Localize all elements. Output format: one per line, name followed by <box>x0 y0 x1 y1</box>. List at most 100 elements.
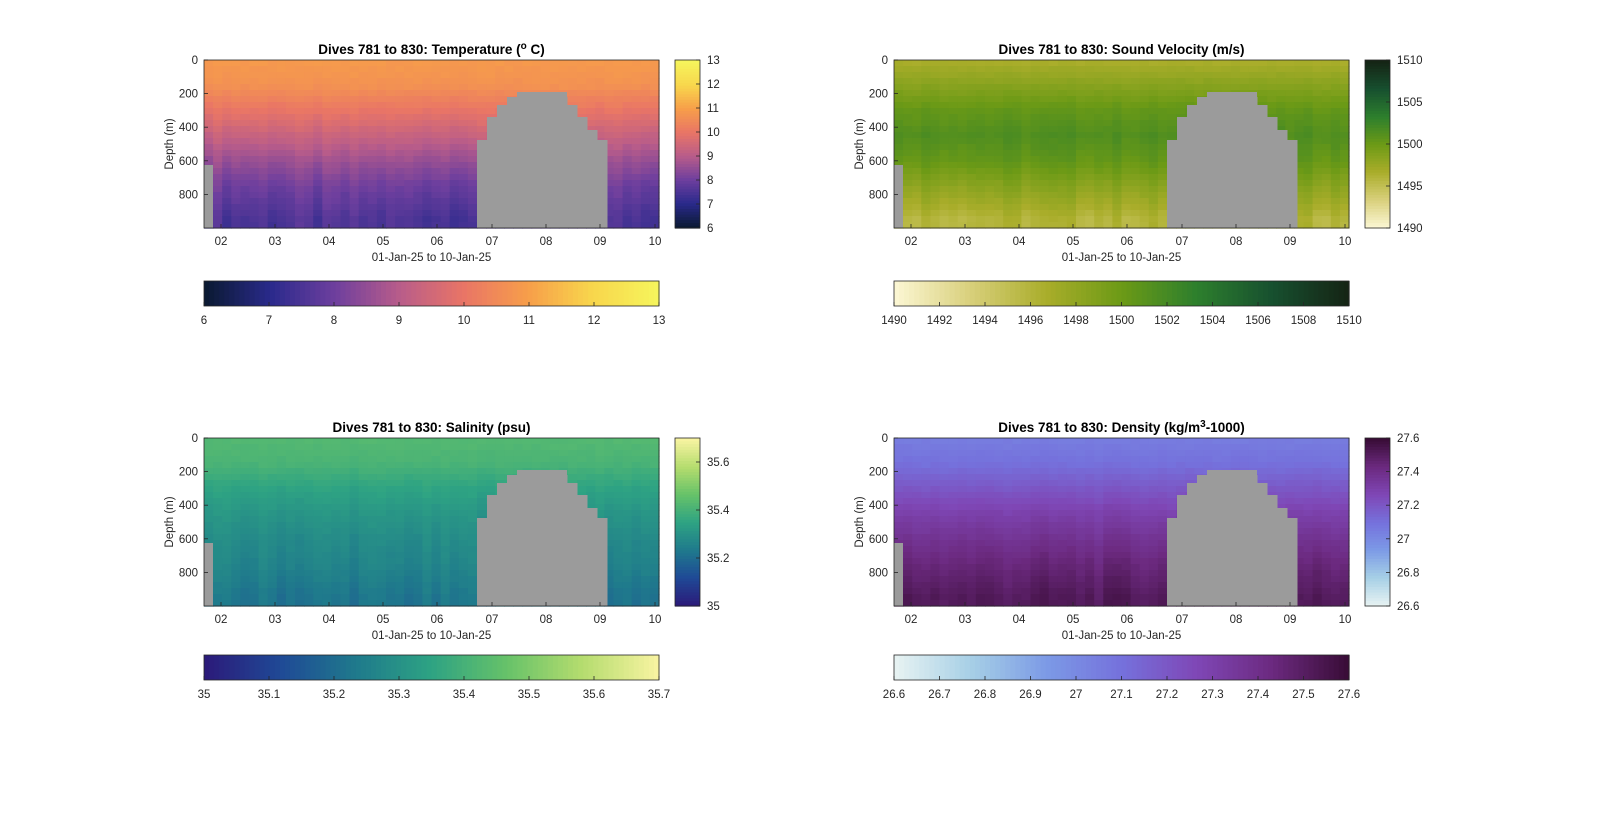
heatmap-cell <box>331 204 341 211</box>
heatmap-cell <box>623 474 633 481</box>
heatmap-cell <box>614 558 624 565</box>
heatmap-cell <box>422 132 432 139</box>
heatmap-cell <box>277 168 287 175</box>
heatmap-cell <box>331 174 341 181</box>
heatmap-cell <box>322 540 332 547</box>
heatmap-cell <box>641 588 651 595</box>
heatmap-cell <box>277 504 287 511</box>
heatmap-cell <box>441 504 451 511</box>
heatmap-cell <box>341 90 351 97</box>
heatmap-cell <box>903 126 913 133</box>
heatmap-cell <box>1313 132 1323 139</box>
heatmap-cell <box>614 522 624 529</box>
heatmap-cell <box>632 558 642 565</box>
heatmap-cell <box>967 120 977 127</box>
heatmap-cell <box>477 456 487 463</box>
heatmap-cell <box>341 96 351 103</box>
heatmap-cell <box>632 132 642 139</box>
heatmap-cell <box>940 192 950 199</box>
heatmap-cell <box>1304 114 1314 121</box>
colorbar-swatch <box>487 655 493 680</box>
heatmap-cell <box>495 468 505 475</box>
heatmap-cell <box>268 492 278 499</box>
heatmap-cell <box>1176 102 1186 109</box>
heatmap-cell <box>614 444 624 451</box>
heatmap-cell <box>313 66 323 73</box>
heatmap-cell <box>432 174 442 181</box>
colorbar-swatch <box>1046 281 1052 306</box>
heatmap-cell <box>368 126 378 133</box>
heatmap-cell <box>368 108 378 115</box>
heatmap-cell <box>1058 108 1068 115</box>
panel-salinity: Dives 781 to 830: Salinity (psu)02004006… <box>164 420 730 701</box>
heatmap-cell <box>1140 66 1150 73</box>
heatmap-cell <box>422 528 432 535</box>
heatmap-cell <box>468 162 478 169</box>
heatmap-cell <box>359 90 369 97</box>
heatmap-cell <box>404 138 414 145</box>
heatmap-cell <box>368 438 378 445</box>
heatmap-cell <box>1304 186 1314 193</box>
heatmap-cell <box>350 162 360 169</box>
heatmap-cell <box>432 570 442 577</box>
nodata-block <box>1187 105 1198 228</box>
heatmap-cell <box>1149 210 1159 217</box>
heatmap-cell <box>441 450 451 457</box>
heatmap-cell <box>286 438 296 445</box>
heatmap-cell <box>985 114 995 121</box>
heatmap-cell <box>623 558 633 565</box>
heatmap-cell <box>331 510 341 517</box>
heatmap-cell <box>1049 162 1059 169</box>
heatmap-cell <box>404 114 414 121</box>
heatmap-cell <box>1040 198 1050 205</box>
heatmap-cell <box>350 84 360 91</box>
heatmap-cell <box>250 168 260 175</box>
heatmap-cell <box>359 66 369 73</box>
heatmap-cell <box>632 576 642 583</box>
heatmap-cell <box>1049 72 1059 79</box>
heatmap-cell <box>550 60 560 67</box>
heatmap-cell <box>595 474 605 481</box>
heatmap-cell <box>295 60 305 67</box>
heatmap-cell <box>240 204 250 211</box>
heatmap-cell <box>432 156 442 163</box>
heatmap-cell <box>912 210 922 217</box>
heatmap-cell <box>404 558 414 565</box>
heatmap-cell <box>295 588 305 595</box>
heatmap-cell <box>277 84 287 91</box>
heatmap-cell <box>495 462 505 469</box>
heatmap-cell <box>1322 132 1332 139</box>
heatmap-cell <box>386 462 396 469</box>
colorbar-swatch <box>386 655 392 680</box>
colorbar-swatch <box>366 655 372 680</box>
heatmap-cell <box>432 84 442 91</box>
heatmap-cell <box>359 588 369 595</box>
colorbar-tick-label: 1500 <box>1109 315 1135 327</box>
heatmap-cell <box>650 588 660 595</box>
heatmap-cell <box>359 546 369 553</box>
heatmap-cell <box>259 66 269 73</box>
heatmap-cell <box>313 528 323 535</box>
heatmap-cell <box>912 504 922 511</box>
heatmap-cell <box>623 60 633 67</box>
heatmap-cell <box>395 522 405 529</box>
heatmap-cell <box>1031 78 1041 85</box>
heatmap-cell <box>386 72 396 79</box>
heatmap-cell <box>331 468 341 475</box>
heatmap-cell <box>1003 60 1013 67</box>
heatmap-cell <box>441 540 451 547</box>
heatmap-cell <box>985 78 995 85</box>
colorbar-swatch <box>990 281 996 306</box>
heatmap-cell <box>277 558 287 565</box>
heatmap-cell <box>277 450 287 457</box>
heatmap-cell <box>1322 198 1332 205</box>
heatmap-cell <box>1322 186 1332 193</box>
heatmap-cell <box>1094 84 1104 91</box>
colorbar-swatch <box>346 655 352 680</box>
colorbar-tick-label: 35.4 <box>707 505 730 517</box>
heatmap-cell <box>368 456 378 463</box>
heatmap-cell <box>368 540 378 547</box>
colorbar-swatch <box>675 60 700 63</box>
heatmap-cell <box>967 168 977 175</box>
heatmap-cell <box>967 114 977 121</box>
